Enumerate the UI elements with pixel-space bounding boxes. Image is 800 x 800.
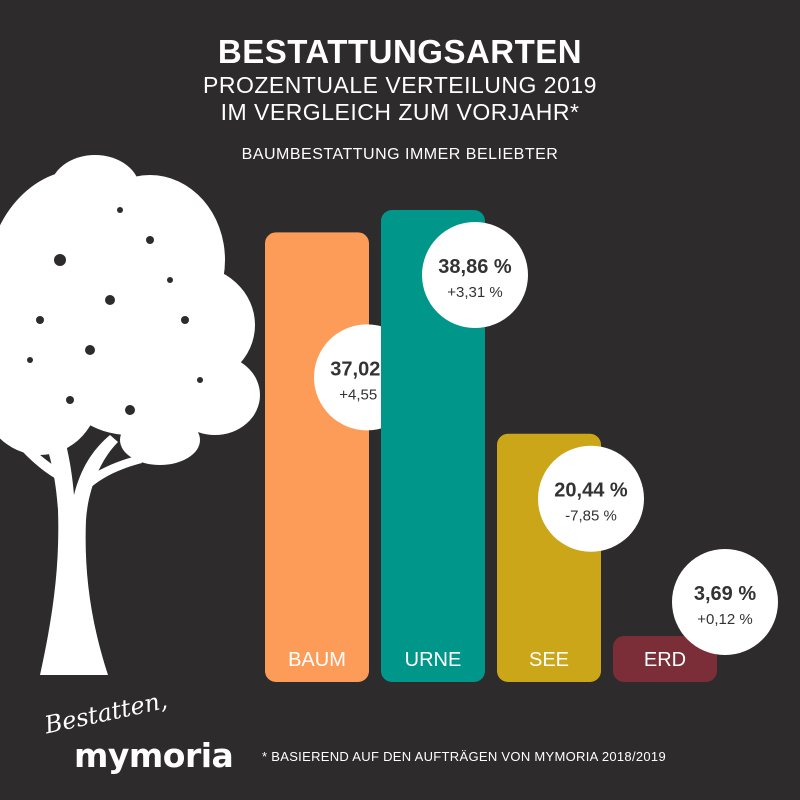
header: BESTATTUNGSARTEN PROZENTUALE VERTEILUNG …: [0, 32, 800, 126]
bar-urne: [381, 210, 485, 682]
bar-label-baum: BAUM: [288, 649, 346, 671]
value-circle-urne: [422, 222, 528, 328]
bar-label-erd: ERD: [644, 649, 686, 671]
chart-tagline: BAUMBESTATTUNG IMMER BELIEBTER: [241, 146, 559, 163]
value-label-see: 20,44 %: [554, 480, 628, 502]
bar-label-see: SEE: [529, 649, 569, 671]
change-label-erd: +0,12 %: [697, 611, 752, 628]
change-label-see: -7,85 %: [565, 508, 617, 525]
value-label-erd: 3,69 %: [694, 583, 756, 605]
bar-baum: [265, 232, 369, 682]
chart-subtitle-line1: PROZENTUALE VERTEILUNG 2019: [203, 72, 597, 98]
change-label-baum: +4,55 %: [339, 386, 394, 403]
change-label-urne: +3,31 %: [447, 284, 502, 301]
chart-subtitle-line2: IM VERGLEICH ZUM VORJAHR*: [220, 99, 580, 125]
value-circle-erd: [672, 549, 778, 655]
logo-brand-text: mymoria: [74, 736, 234, 775]
mymoria-logo: Bestatten, mymoria: [40, 686, 240, 782]
tree-illustration: [0, 155, 260, 675]
value-label-urne: 38,86 %: [438, 256, 512, 278]
bar-erd: [613, 636, 717, 682]
bar-label-urne: URNE: [405, 649, 462, 671]
footnote: * BASIEREND AUF DEN AUFTRÄGEN VON MYMORI…: [262, 749, 666, 764]
value-circle-see: [538, 445, 644, 552]
chart-title: BESTATTUNGSARTEN: [217, 33, 583, 70]
